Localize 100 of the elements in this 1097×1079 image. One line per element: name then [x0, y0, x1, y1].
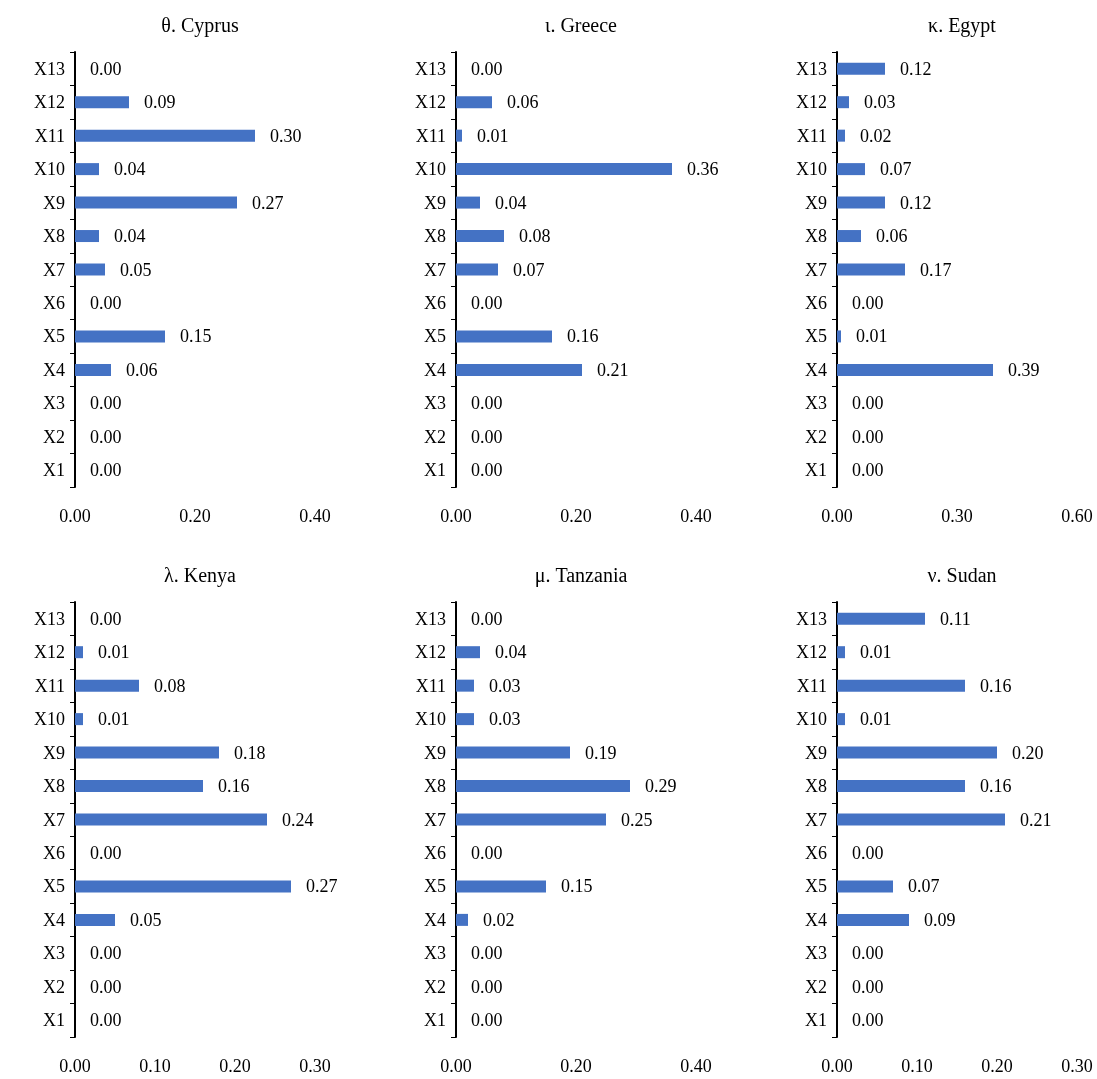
data-label: 0.00 [90, 460, 122, 481]
data-label: 0.00 [471, 292, 503, 313]
y-tick-label: X1 [43, 460, 65, 481]
y-tick-label: X6 [43, 842, 65, 863]
y-tick-label: X4 [805, 359, 827, 380]
x-tick-label: 0.30 [1061, 1056, 1093, 1076]
data-label: 0.36 [687, 159, 719, 180]
bar [75, 646, 83, 659]
bar [456, 713, 474, 726]
chart-title: θ. Cyprus [161, 14, 239, 37]
data-label: 0.00 [90, 393, 122, 414]
data-label: 0.00 [852, 393, 884, 414]
data-label: 0.00 [90, 976, 122, 997]
y-tick-label: X9 [43, 192, 65, 213]
y-tick-label: X2 [43, 426, 65, 447]
bar [456, 363, 582, 376]
data-label: 0.06 [507, 92, 539, 113]
bar [837, 163, 865, 176]
data-label: 0.24 [282, 809, 314, 830]
data-label: 0.00 [90, 1010, 122, 1031]
bar [837, 363, 993, 376]
chart-title: ι. Greece [545, 14, 618, 36]
bar [837, 913, 909, 926]
y-tick-label: X5 [424, 876, 446, 897]
data-label: 0.00 [90, 426, 122, 447]
bar [837, 713, 845, 726]
x-tick-label: 0.40 [680, 1056, 712, 1076]
x-tick-label: 0.20 [219, 1056, 251, 1076]
data-label: 0.04 [114, 226, 146, 247]
y-tick-label: X11 [796, 675, 827, 696]
data-label: 0.05 [120, 259, 152, 280]
data-label: 0.05 [130, 909, 162, 930]
y-tick-label: X4 [424, 909, 446, 930]
data-label: 0.00 [90, 943, 122, 964]
y-tick-label: X5 [805, 876, 827, 897]
bar [837, 196, 885, 209]
bar [75, 230, 99, 243]
bar [456, 196, 480, 209]
y-tick-label: X1 [43, 1010, 65, 1031]
data-label: 0.16 [980, 776, 1012, 797]
y-tick-label: X8 [424, 226, 446, 247]
bar [75, 96, 129, 109]
data-label: 0.20 [1012, 742, 1044, 763]
data-label: 0.04 [495, 192, 527, 213]
data-label: 0.00 [471, 426, 503, 447]
bar [75, 363, 111, 376]
bar [837, 746, 997, 759]
y-tick-label: X6 [805, 842, 827, 863]
data-label: 0.00 [852, 943, 884, 964]
bar [456, 913, 468, 926]
data-label: 0.00 [471, 842, 503, 863]
bar [75, 163, 99, 176]
data-label: 0.06 [876, 226, 908, 247]
data-label: 0.21 [1020, 809, 1052, 830]
bar [456, 129, 462, 142]
x-tick-label: 0.30 [299, 1056, 331, 1076]
data-label: 0.01 [856, 326, 888, 347]
bar [837, 813, 1005, 826]
y-tick-label: X10 [415, 159, 446, 180]
bar [75, 913, 115, 926]
y-tick-label: X3 [424, 943, 446, 964]
data-label: 0.00 [852, 976, 884, 997]
bar [456, 679, 474, 692]
y-tick-label: X6 [43, 292, 65, 313]
x-tick-label: 0.20 [560, 1056, 592, 1076]
data-label: 0.03 [489, 709, 521, 730]
y-tick-label: X1 [805, 1010, 827, 1031]
data-label: 0.09 [924, 909, 956, 930]
y-tick-label: X6 [805, 292, 827, 313]
y-tick-label: X11 [34, 125, 65, 146]
data-label: 0.39 [1008, 359, 1040, 380]
bar [837, 330, 841, 343]
y-tick-label: X1 [805, 460, 827, 481]
data-label: 0.00 [90, 842, 122, 863]
data-label: 0.07 [513, 259, 545, 280]
x-tick-label: 0.20 [560, 506, 592, 526]
bar [75, 746, 219, 759]
bar [456, 746, 570, 759]
x-tick-label: 0.40 [680, 506, 712, 526]
y-tick-label: X3 [43, 943, 65, 964]
y-tick-label: X12 [796, 92, 827, 113]
data-label: 0.15 [561, 876, 593, 897]
bar [837, 96, 849, 109]
y-tick-label: X8 [424, 776, 446, 797]
data-label: 0.16 [567, 326, 599, 347]
bar [837, 679, 965, 692]
data-label: 0.00 [471, 943, 503, 964]
y-tick-label: X3 [43, 393, 65, 414]
x-tick-label: 0.00 [440, 1056, 472, 1076]
bar [75, 880, 291, 893]
data-label: 0.27 [252, 192, 284, 213]
bar [75, 263, 105, 276]
y-tick-label: X10 [796, 709, 827, 730]
data-label: 0.07 [908, 876, 940, 897]
y-tick-label: X13 [34, 58, 65, 79]
x-tick-label: 0.60 [1061, 506, 1093, 526]
bar [837, 780, 965, 793]
y-tick-label: X10 [34, 159, 65, 180]
x-tick-label: 0.00 [821, 1056, 853, 1076]
y-tick-label: X7 [43, 809, 65, 830]
